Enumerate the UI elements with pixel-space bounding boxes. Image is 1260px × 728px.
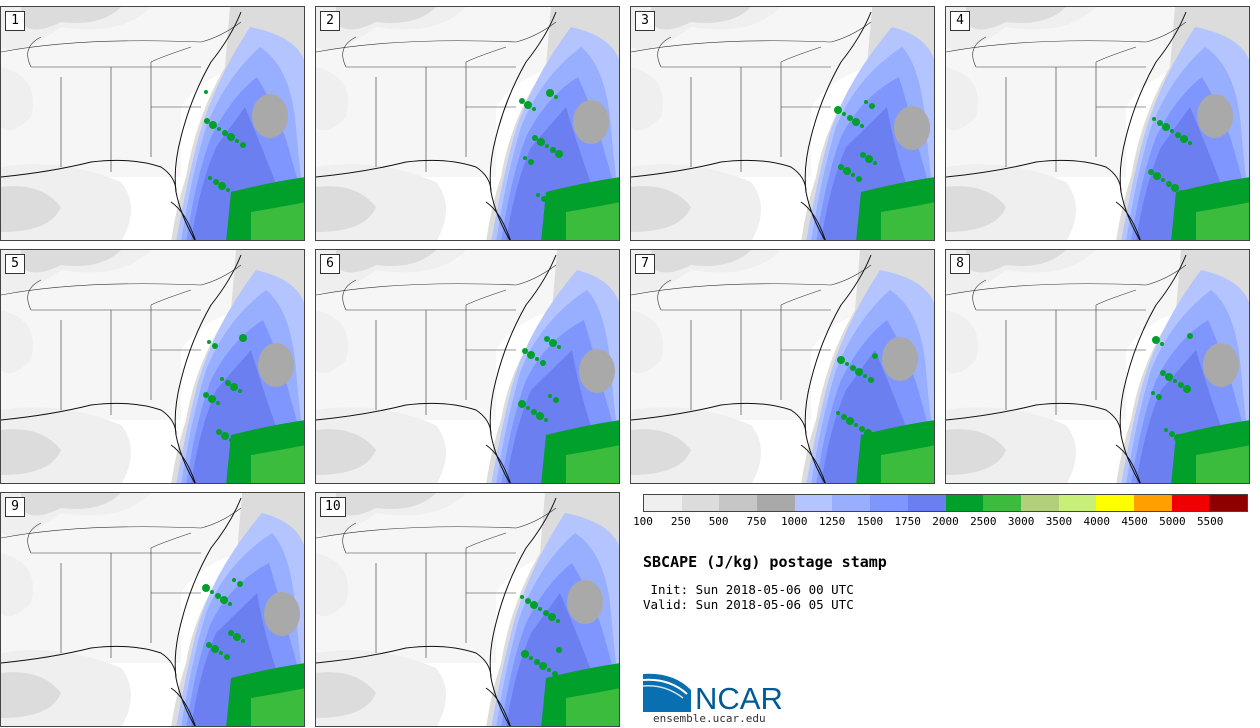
sbcape-map <box>316 493 619 726</box>
ncar-url: ensemble.ucar.edu <box>653 712 766 725</box>
member-panel-1: 1 <box>0 6 305 241</box>
member-panel-4: 4 <box>945 6 1250 241</box>
sbcape-map <box>946 250 1249 483</box>
member-label: 4 <box>950 11 970 31</box>
colorbar-swatch <box>681 495 720 511</box>
colorbar-tick: 100 <box>633 515 653 528</box>
member-panel-6: 6 <box>315 249 620 484</box>
colorbar-swatch <box>945 495 984 511</box>
colorbar-tick: 5500 <box>1196 515 1224 528</box>
valid-time: Valid: Sun 2018-05-06 05 UTC <box>643 597 854 612</box>
colorbar-tick: 750 <box>746 515 767 528</box>
member-panel-9: 9 <box>0 492 305 727</box>
colorbar-tick: 5000 <box>1159 515 1186 528</box>
colorbar-swatch <box>719 495 758 511</box>
init-time: Init: Sun 2018-05-06 00 UTC <box>643 582 854 597</box>
colorbar-swatch <box>1171 495 1210 511</box>
colorbar-tick: 500 <box>708 515 729 528</box>
member-label: 3 <box>635 11 655 31</box>
member-label: 8 <box>950 254 970 274</box>
member-panel-7: 7 <box>630 249 935 484</box>
member-label: 1 <box>5 11 25 31</box>
colorbar-tick: 3500 <box>1045 515 1073 528</box>
member-label: 2 <box>320 11 340 31</box>
sbcape-map <box>1 7 304 240</box>
colorbar-tick: 1750 <box>894 515 921 528</box>
colorbar-tick: 3000 <box>1007 515 1035 528</box>
colorbar-swatch <box>644 495 682 511</box>
colorbar-swatch <box>870 495 908 511</box>
colorbar-tick: 4000 <box>1083 515 1111 528</box>
member-panel-2: 2 <box>315 6 620 241</box>
colorbar-swatch <box>1020 495 1059 511</box>
member-label: 7 <box>635 254 655 274</box>
sbcape-map <box>631 7 934 240</box>
member-panel-8: 8 <box>945 249 1250 484</box>
chart-title: SBCAPE (J/kg) postage stamp <box>643 553 887 571</box>
colorbar-swatch <box>1133 495 1172 511</box>
member-label: 5 <box>5 254 25 274</box>
sbcape-map <box>946 7 1249 240</box>
member-label: 6 <box>320 254 340 274</box>
colorbar-swatch <box>983 495 1021 511</box>
colorbar-swatch <box>1058 495 1097 511</box>
sbcape-map <box>316 250 619 483</box>
sbcape-colorbar <box>643 494 1248 512</box>
colorbar-tick: 250 <box>670 515 691 528</box>
colorbar-tick: 2000 <box>932 515 959 528</box>
member-panel-5: 5 <box>0 249 305 484</box>
colorbar-tick: 1500 <box>856 515 884 528</box>
member-panel-3: 3 <box>630 6 935 241</box>
colorbar-tick: 1000 <box>781 515 808 528</box>
colorbar-swatch <box>1209 495 1247 511</box>
colorbar-swatch <box>1096 495 1134 511</box>
colorbar-tick: 4500 <box>1121 515 1148 528</box>
member-label: 9 <box>5 497 25 517</box>
colorbar-swatch <box>907 495 946 511</box>
member-panel-10: 10 <box>315 492 620 727</box>
sbcape-map <box>631 250 934 483</box>
member-label: 10 <box>320 497 346 517</box>
ncar-logo: NCAR <box>643 673 783 712</box>
ncar-logo-text: NCAR <box>695 681 783 712</box>
colorbar-swatch <box>794 495 833 511</box>
colorbar-tick: 2500 <box>970 515 997 528</box>
sbcape-map <box>316 7 619 240</box>
colorbar-tick-labels: 100 250 500 750 1000 1250 1500 1750 2000 2500 3000… <box>633 515 1248 529</box>
colorbar-swatch <box>757 495 795 511</box>
sbcape-map <box>1 250 304 483</box>
colorbar-tick: 1250 <box>818 515 846 528</box>
sbcape-map <box>1 493 304 726</box>
colorbar-swatch <box>832 495 871 511</box>
